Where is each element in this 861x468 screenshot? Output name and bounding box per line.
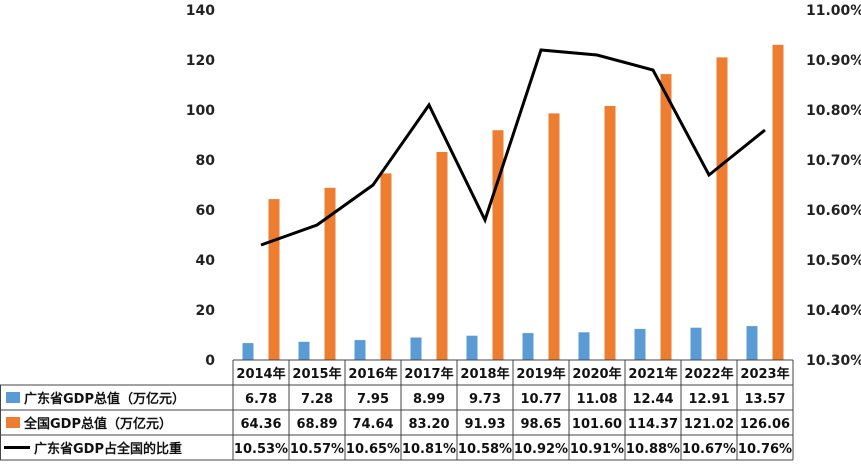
data-label-2-6: 10.91%: [570, 442, 624, 457]
x-tick-label-2: 2016年: [348, 366, 397, 382]
bar-national-9: [772, 44, 784, 361]
x-tick-label-0: 2014年: [236, 366, 285, 382]
y-right-tick-5: 10.80%: [806, 103, 861, 119]
data-label-0-0: 6.78: [245, 392, 277, 407]
x-tick-label-7: 2021年: [628, 366, 677, 382]
data-label-1-0: 64.36: [240, 417, 281, 432]
legend-label-0: 广东省GDP总值（万亿元）: [24, 391, 185, 407]
line-layer: [260, 48, 766, 247]
x-tick-label-8: 2022年: [684, 366, 733, 382]
legend-key-1: [6, 417, 20, 428]
bar-national-2: [380, 173, 392, 360]
data-label-2-2: 10.65%: [346, 442, 400, 457]
y-left-tick-0: 0: [205, 353, 215, 369]
bar-national-8: [716, 57, 728, 361]
data-label-0-1: 7.28: [301, 392, 333, 407]
data-label-0-8: 12.91: [688, 392, 729, 407]
y-right-tick-4: 10.70%: [806, 153, 861, 169]
x-tick-label-4: 2018年: [460, 366, 509, 382]
y-right-tick-2: 10.50%: [806, 253, 861, 269]
data-label-2-5: 10.92%: [514, 442, 568, 457]
data-label-0-9: 13.57: [744, 392, 785, 407]
data-label-0-5: 10.77: [520, 392, 561, 407]
data-label-1-2: 74.64: [352, 417, 393, 432]
x-tick-label-3: 2017年: [404, 366, 453, 382]
y-right-tick-1: 10.40%: [806, 303, 861, 319]
y-left-tick-3: 60: [196, 203, 216, 219]
data-label-0-4: 9.73: [469, 392, 501, 407]
data-label-0-2: 7.95: [357, 392, 389, 407]
y-right-tick-0: 10.30%: [806, 353, 861, 369]
bar-layer: [242, 44, 784, 361]
y-left-tick-2: 40: [196, 253, 216, 269]
data-label-1-7: 114.37: [628, 417, 678, 432]
bar-guangdong-6: [578, 332, 590, 360]
bar-national-1: [324, 187, 336, 360]
data-label-2-3: 10.81%: [402, 442, 456, 457]
data-label-0-7: 12.44: [632, 392, 673, 407]
x-tick-label-1: 2015年: [292, 366, 341, 382]
bar-guangdong-0: [242, 343, 254, 360]
bar-guangdong-1: [298, 341, 310, 360]
axes-layer: 0 20 40 60 80 100 120 140 10.30% 10.40% 10.50% 10.6…: [186, 3, 861, 369]
y-left-tick-1: 20: [196, 303, 216, 319]
legend-key-0: [6, 392, 20, 403]
data-label-0-6: 11.08: [576, 392, 617, 407]
data-label-1-8: 121.02: [684, 417, 734, 432]
bar-national-0: [268, 199, 280, 360]
data-label-1-6: 101.60: [572, 417, 622, 432]
data-label-2-8: 10.67%: [682, 442, 736, 457]
data-label-2-0: 10.53%: [234, 442, 288, 457]
data-label-2-9: 10.76%: [738, 442, 792, 457]
data-label-1-9: 126.06: [740, 417, 790, 432]
y-right-tick-6: 10.90%: [806, 53, 861, 69]
bar-guangdong-4: [466, 335, 478, 360]
data-label-1-4: 91.93: [464, 417, 505, 432]
bar-national-5: [548, 113, 560, 361]
x-tick-label-6: 2020年: [572, 366, 621, 382]
legend-label-1: 全国GDP总值（万亿元）: [23, 416, 172, 432]
bar-guangdong-8: [690, 327, 702, 360]
data-label-1-1: 68.89: [296, 417, 337, 432]
bar-national-4: [492, 130, 504, 360]
bar-guangdong-7: [634, 328, 646, 360]
bar-national-3: [436, 152, 448, 360]
data-label-1-5: 98.65: [520, 417, 561, 432]
y-right-tick-3: 10.60%: [806, 203, 861, 219]
bar-national-7: [660, 74, 672, 360]
x-tick-label-9: 2023年: [740, 366, 789, 382]
data-label-2-7: 10.88%: [626, 442, 680, 457]
y-left-tick-6: 120: [186, 53, 215, 69]
y-left-tick-4: 80: [196, 153, 216, 169]
ratio-line: [260, 48, 766, 247]
data-label-2-4: 10.58%: [458, 442, 512, 457]
data-label-2-1: 10.57%: [290, 442, 344, 457]
data-table: 2014年 2015年 2016年 2017年 2018年 2019年 2020年 2021年…: [0, 359, 794, 461]
y-right-tick-7: 11.00%: [806, 3, 861, 19]
bar-national-6: [604, 106, 616, 360]
data-label-1-3: 83.20: [408, 417, 449, 432]
legend-label-2: 广东省GDP占全国的比重: [34, 441, 182, 457]
bar-guangdong-9: [746, 326, 758, 360]
bar-guangdong-3: [410, 337, 422, 360]
x-tick-label-5: 2019年: [516, 366, 565, 382]
y-left-tick-7: 140: [186, 3, 215, 19]
bar-guangdong-2: [354, 340, 366, 360]
y-left-tick-5: 100: [186, 103, 215, 119]
bar-guangdong-5: [522, 333, 534, 360]
data-label-0-3: 8.99: [413, 392, 445, 407]
